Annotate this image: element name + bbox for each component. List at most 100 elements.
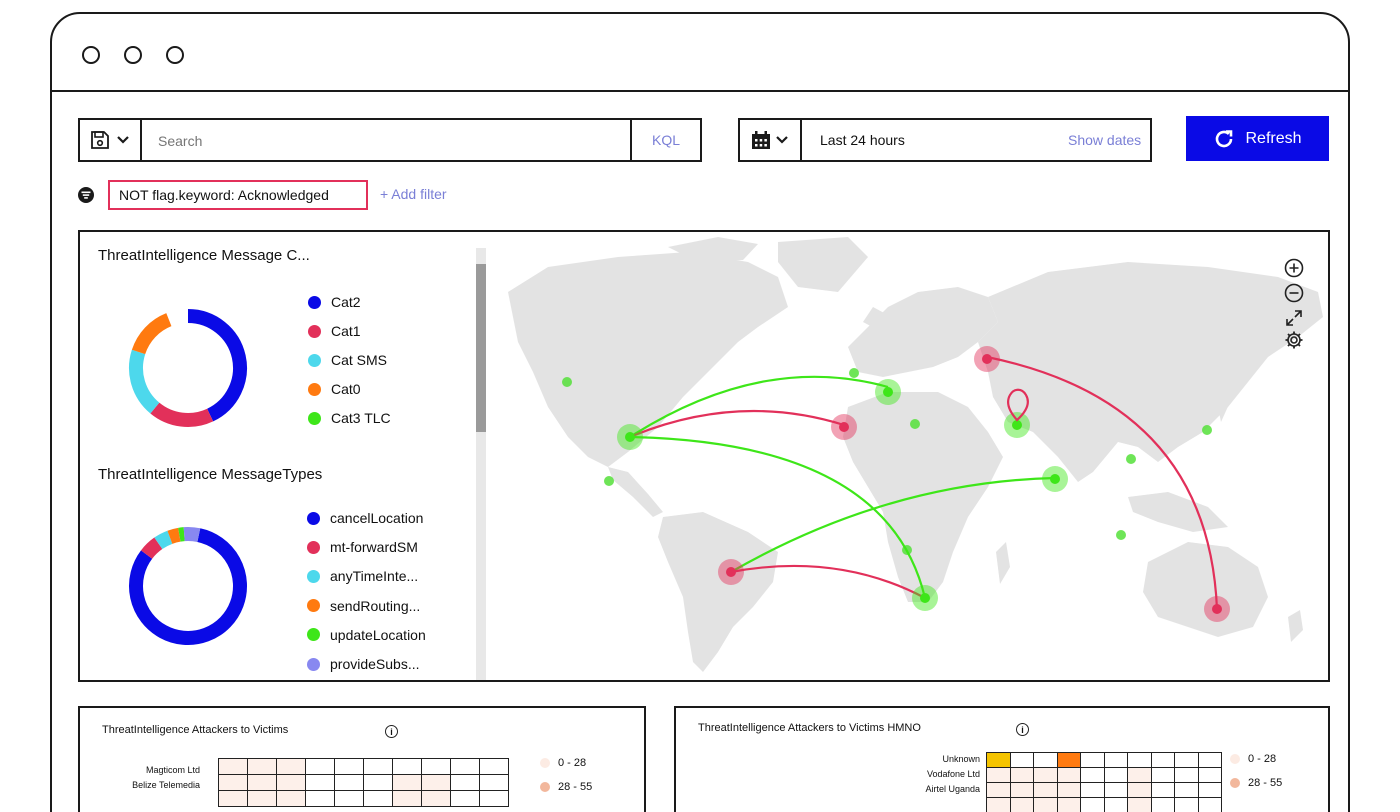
heatmap-cell[interactable] — [1056, 752, 1081, 768]
threat-map[interactable]: Map — [488, 232, 1330, 682]
heatmap-cell[interactable] — [1009, 767, 1034, 783]
info-icon[interactable]: i — [385, 725, 398, 738]
heatmap-cell[interactable] — [1056, 767, 1081, 783]
donut-slice-cat1[interactable] — [150, 402, 214, 427]
heatmap-cell[interactable] — [986, 797, 1011, 812]
donut-slice-anytimeinte-[interactable] — [154, 530, 173, 550]
heatmap-cell[interactable] — [421, 774, 451, 791]
heatmap-cell[interactable] — [218, 758, 248, 775]
filter-menu-icon[interactable] — [77, 186, 95, 204]
heatmap-cell[interactable] — [1033, 797, 1058, 812]
heatmap-cell[interactable] — [1080, 782, 1105, 798]
heatmap-cell[interactable] — [1150, 767, 1175, 783]
location-pin-icon[interactable] — [1006, 388, 1029, 422]
legend-item[interactable]: Cat2 — [308, 294, 361, 310]
scrollbar-thumb[interactable] — [476, 264, 486, 432]
heatmap-cell[interactable] — [305, 774, 335, 791]
heatmap-cell[interactable] — [276, 790, 306, 807]
query-language-button[interactable]: KQL — [630, 120, 700, 160]
donut-slice-updatelocation[interactable] — [178, 527, 185, 542]
donut-slice-mt-forwardsm[interactable] — [141, 537, 163, 559]
heatmap-cell[interactable] — [1009, 797, 1034, 812]
heatmap-cell[interactable] — [276, 774, 306, 791]
heatmap-cell[interactable] — [986, 782, 1011, 798]
heatmap-cell[interactable] — [218, 790, 248, 807]
heatmap-cell[interactable] — [1056, 782, 1081, 798]
legend-item[interactable]: mt-forwardSM — [307, 539, 418, 555]
heatmap-cell[interactable] — [1080, 797, 1105, 812]
heatmap-cell[interactable] — [1033, 767, 1058, 783]
heatmap-cell[interactable] — [1127, 782, 1152, 798]
heatmap-cell[interactable] — [450, 758, 480, 775]
heatmap-cell[interactable] — [218, 774, 248, 791]
heatmap-cell[interactable] — [1103, 797, 1128, 812]
heatmap-cell[interactable] — [1103, 767, 1128, 783]
heatmap-cell[interactable] — [450, 790, 480, 807]
heatmap-cell[interactable] — [450, 774, 480, 791]
heatmap-cell[interactable] — [334, 758, 364, 775]
heatmap-cell[interactable] — [247, 758, 277, 775]
heatmap-cell[interactable] — [392, 774, 422, 791]
heatmap-cell[interactable] — [1033, 752, 1058, 768]
heatmap-cell[interactable] — [1080, 752, 1105, 768]
heatmap-cell[interactable] — [1009, 782, 1034, 798]
heatmap-cell[interactable] — [1174, 797, 1199, 812]
heatmap-cell[interactable] — [363, 774, 393, 791]
heatmap-cell[interactable] — [421, 758, 451, 775]
heatmap-cell[interactable] — [1174, 752, 1199, 768]
heatmap-cell[interactable] — [363, 758, 393, 775]
donut-slice-cat0[interactable] — [131, 313, 172, 355]
heatmap-cell[interactable] — [421, 790, 451, 807]
refresh-button[interactable]: Refresh — [1186, 116, 1329, 161]
donut-slice-providesubs-[interactable] — [183, 527, 201, 543]
add-filter-link[interactable]: + Add filter — [380, 186, 447, 202]
legend-item[interactable]: provideSubs... — [307, 656, 420, 672]
heatmap-cell[interactable] — [1127, 752, 1152, 768]
filter-pill[interactable]: NOT flag.keyword: Acknowledged — [108, 180, 368, 210]
heatmap-cell[interactable] — [479, 758, 509, 775]
donut-slice-sendrouting-[interactable] — [167, 527, 181, 544]
zoom-out-icon[interactable] — [1284, 283, 1304, 303]
heatmap-cell[interactable] — [392, 790, 422, 807]
window-maximize-dot[interactable] — [166, 46, 184, 64]
heatmap-cell[interactable] — [1009, 752, 1034, 768]
info-icon[interactable]: i — [1016, 723, 1029, 736]
heatmap-cell[interactable] — [392, 758, 422, 775]
show-dates-link[interactable]: Show dates — [1068, 132, 1142, 148]
legend-item[interactable]: Cat3 TLC — [308, 410, 391, 426]
heatmap-cell[interactable] — [247, 790, 277, 807]
legend-item[interactable]: cancelLocation — [307, 510, 423, 526]
window-minimize-dot[interactable] — [124, 46, 142, 64]
heatmap-cell[interactable] — [1033, 782, 1058, 798]
heatmap-cell[interactable] — [986, 767, 1011, 783]
legend-item[interactable]: updateLocation — [307, 627, 426, 643]
heatmap-cell[interactable] — [276, 758, 306, 775]
heatmap-cell[interactable] — [1056, 797, 1081, 812]
legend-item[interactable]: Cat0 — [308, 381, 361, 397]
search-input[interactable] — [158, 130, 618, 152]
heatmap-cell[interactable] — [1174, 767, 1199, 783]
zoom-in-icon[interactable] — [1284, 258, 1304, 278]
donut-slice-cancellocation[interactable] — [129, 528, 247, 645]
heatmap-cell[interactable] — [1103, 782, 1128, 798]
heatmap-cell[interactable] — [247, 774, 277, 791]
heatmap-cell[interactable] — [1197, 767, 1222, 783]
donut-slice-cat-sms[interactable] — [129, 349, 160, 414]
quick-date-menu[interactable] — [740, 120, 802, 160]
legend-item[interactable]: Cat1 — [308, 323, 361, 339]
fullscreen-icon[interactable] — [1284, 308, 1304, 328]
heatmap-cell[interactable] — [479, 790, 509, 807]
heatmap-cell[interactable] — [479, 774, 509, 791]
heatmap-cell[interactable] — [363, 790, 393, 807]
time-range-label[interactable]: Last 24 hours — [820, 132, 905, 148]
heatmap-cell[interactable] — [1174, 782, 1199, 798]
legend-scrollbar[interactable] — [476, 248, 486, 680]
heatmap-cell[interactable] — [1127, 767, 1152, 783]
heatmap-cell[interactable] — [1127, 797, 1152, 812]
legend-item[interactable]: Cat SMS — [308, 352, 387, 368]
heatmap-cell[interactable] — [1197, 752, 1222, 768]
legend-item[interactable]: sendRouting... — [307, 598, 420, 614]
heatmap-cell[interactable] — [305, 790, 335, 807]
saved-query-menu[interactable] — [80, 120, 142, 160]
heatmap-cell[interactable] — [334, 790, 364, 807]
